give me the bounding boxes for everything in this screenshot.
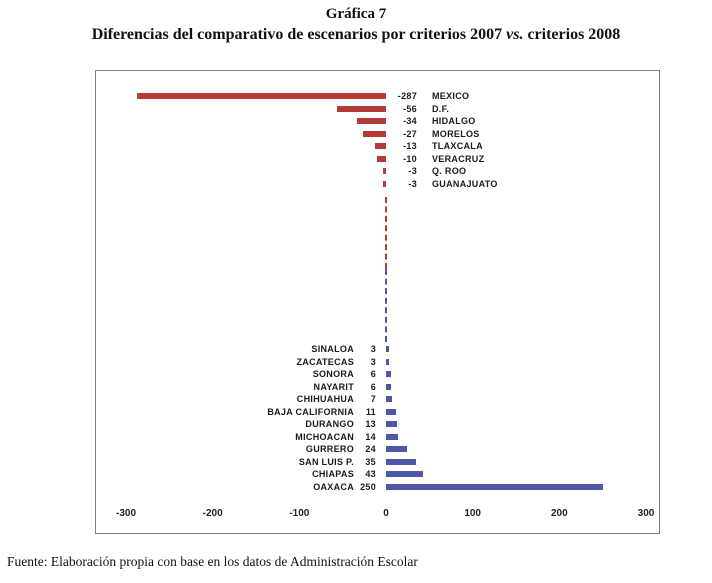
bar-state-label: SAN LUIS P. (298, 456, 354, 467)
bar-value-label: 7 (370, 394, 376, 404)
bar-state-label: NAYARIT (313, 381, 354, 392)
title-line2-pre: Diferencias del comparativo de escenario… (91, 26, 503, 43)
bar-value-label: 6 (370, 369, 376, 379)
bar (374, 143, 386, 149)
bar-state-label: DURANGO (305, 419, 354, 429)
bar (386, 408, 396, 415)
bar-value-label: -56 (403, 103, 417, 114)
bar-value-label: -287 (397, 91, 417, 101)
plot-area: -287 MEXICO -56 D.F. -34 HIDALGO -27 MORELOS -13… (96, 71, 659, 533)
bar-state-label: CHIHUAHUA (296, 394, 354, 404)
bar-state-label: MEXICO (432, 91, 470, 101)
bar-state-label: SONORA (312, 369, 354, 379)
bar (386, 471, 424, 477)
zero-dashed-line (385, 197, 387, 269)
bar (386, 383, 392, 390)
bar (386, 458, 417, 465)
x-tick-label: 0 (383, 508, 389, 519)
bar (377, 155, 386, 162)
bar (386, 483, 603, 490)
x-tick-label: -100 (289, 508, 310, 519)
bar-state-label: GURRERO (305, 444, 354, 454)
bar-value-label: -27 (403, 128, 417, 139)
bar-value-label: 14 (365, 431, 376, 442)
bar (383, 180, 386, 187)
bar (386, 396, 393, 402)
bar-value-label: 11 (365, 406, 376, 417)
bar-state-label: ZACATECAS (296, 356, 354, 367)
x-tick-label: 300 (637, 508, 655, 519)
bar-value-label: -3 (408, 166, 417, 176)
bar (362, 130, 386, 137)
x-tick-label: 100 (464, 508, 481, 519)
bar-value-label: -3 (408, 178, 417, 189)
bar-state-label: BAJA CALIFORNIA (267, 406, 354, 417)
bar (386, 421, 398, 427)
bar-state-label: CHIAPAS (312, 469, 354, 479)
bar-value-label: -13 (403, 141, 417, 151)
source-note: Fuente: Elaboración propia con base en l… (7, 554, 418, 569)
chart-title-line2: Diferencias del comparativo de escenario… (0, 24, 712, 46)
title-line2-vs: vs. (506, 26, 524, 43)
bar-value-label: 35 (365, 456, 376, 467)
chart-title: Gráfica 7 Diferencias del comparativo de… (0, 4, 712, 46)
chart-title-line1: Gráfica 7 (325, 6, 387, 22)
bar-state-label: MORELOS (432, 128, 480, 139)
bar-value-label: 6 (370, 381, 376, 392)
bar-value-label: 3 (370, 356, 376, 367)
bar-value-label: -34 (403, 116, 417, 126)
bar-value-label: 13 (365, 419, 376, 429)
bar (337, 105, 386, 112)
x-tick-label: 200 (550, 508, 568, 519)
bar (137, 93, 386, 99)
bar-state-label: GUANAJUATO (432, 178, 498, 189)
bar-value-label: -10 (403, 153, 417, 164)
bar-value-label: 43 (365, 469, 376, 479)
bar-state-label: VERACRUZ (432, 153, 485, 164)
bar-state-label: SINALOA (311, 344, 354, 354)
bar (386, 446, 407, 452)
bar-state-label: D.F. (432, 103, 450, 114)
x-tick-label: -300 (115, 508, 136, 519)
bar-state-label: HIDALGO (432, 116, 476, 126)
bar-value-label: 250 (360, 481, 376, 492)
bar (386, 346, 389, 352)
bar-state-label: Q. ROO (432, 166, 467, 176)
title-line2-post: criterios 2008 (527, 26, 621, 43)
x-tick-label: -200 (202, 508, 223, 519)
bar-value-label: 3 (370, 344, 376, 354)
bar (386, 433, 399, 440)
bar-value-label: 24 (365, 444, 376, 454)
bar (383, 168, 386, 174)
zero-dashed-line (385, 269, 387, 342)
bar (356, 118, 386, 124)
bar-state-label: TLAXCALA (432, 141, 483, 151)
chart-area: -287 MEXICO -56 D.F. -34 HIDALGO -27 MORELOS -13… (95, 70, 660, 534)
bar-state-label: OAXACA (313, 481, 354, 492)
bar (386, 371, 392, 377)
bar-state-label: MICHOACAN (295, 431, 354, 442)
bar (386, 358, 389, 365)
